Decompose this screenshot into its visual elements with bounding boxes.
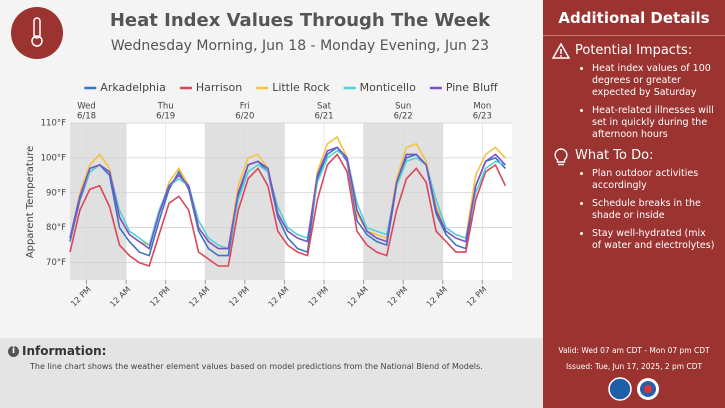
y-tick-label: 110°F (41, 119, 66, 129)
section: What To Do: Plan outdoor activities acco… (543, 147, 725, 252)
chart: Heat Index Values Through The Week Wedne… (11, 7, 512, 309)
series-line (69, 153, 507, 268)
bullet: Heat-related illnesses will set in quick… (592, 105, 715, 141)
series-line (69, 146, 506, 250)
thermometer-bulb (31, 35, 43, 47)
divider (543, 35, 725, 36)
y-axis-label: Apparent Temperature (25, 146, 36, 259)
day-label: Sat (317, 102, 332, 112)
info-bar: i Information: The line chart shows the … (0, 338, 543, 408)
legend: Arkadelphia Harrison Little Rock Monticello… (84, 81, 498, 94)
y-tick-label: 100°F (41, 153, 66, 163)
day-label: Sun (395, 102, 411, 112)
date-label: 6/19 (156, 112, 175, 122)
day-label: Fri (240, 102, 250, 112)
legend-label: Harrison (196, 81, 242, 94)
y-tick-label: 80°F (46, 223, 66, 233)
plot-background (70, 123, 512, 280)
y-tick-label: 70°F (46, 258, 66, 268)
issued-text: Issued: Tue, Jun 17, 2025, 2 pm CDT (565, 362, 703, 371)
date-label: 6/18 (77, 112, 96, 122)
legend-label: Monticello (360, 81, 416, 94)
bullet-list: Plan outdoor activities accordingly Sche… (543, 168, 725, 252)
chart-subtitle: Wednesday Morning, Jun 18 - Monday Eveni… (111, 38, 489, 54)
info-text: The line chart shows the weather element… (30, 362, 483, 371)
valid-text: Valid: Wed 07 am CDT - Mon 07 pm CDT (558, 346, 710, 355)
side-title: Additional Details (558, 9, 710, 27)
day-label: Wed (77, 102, 96, 112)
thermometer-icon (33, 17, 41, 39)
date-label: 6/20 (235, 112, 254, 122)
series-line (69, 149, 506, 250)
section-heading: What To Do: (575, 148, 654, 163)
bullet: Schedule breaks in the shade or inside (592, 198, 715, 222)
side-panel: Additional Details Potential Impacts: He… (543, 0, 725, 408)
section-heading: Potential Impacts: (575, 43, 693, 58)
thermometer-badge (11, 7, 63, 59)
bullet: Heat index values of 100 degrees or grea… (592, 63, 715, 99)
legend-label: Little Rock (272, 81, 330, 94)
info-icon: i (8, 346, 19, 357)
date-label: 6/22 (394, 112, 413, 122)
day-label: Mon (473, 102, 491, 112)
date-label: 6/23 (473, 112, 492, 122)
bulb-icon (554, 148, 568, 166)
day-label: Thu (157, 102, 174, 112)
info-heading: Information: (22, 344, 107, 358)
y-tick-label: 90°F (46, 188, 66, 198)
warning-icon (552, 42, 570, 59)
date-label: 6/21 (314, 112, 333, 122)
legend-label: Pine Bluff (446, 81, 498, 94)
section: Potential Impacts: Heat index values of … (543, 42, 725, 141)
bullet-list: Heat index values of 100 degrees or grea… (543, 63, 725, 141)
agency-logos (608, 377, 659, 401)
bullet: Stay well-hydrated (mix of water and ele… (592, 228, 715, 252)
bullet: Plan outdoor activities accordingly (592, 168, 715, 192)
chart-title: Heat Index Values Through The Week (110, 10, 491, 31)
legend-label: Arkadelphia (100, 81, 166, 94)
